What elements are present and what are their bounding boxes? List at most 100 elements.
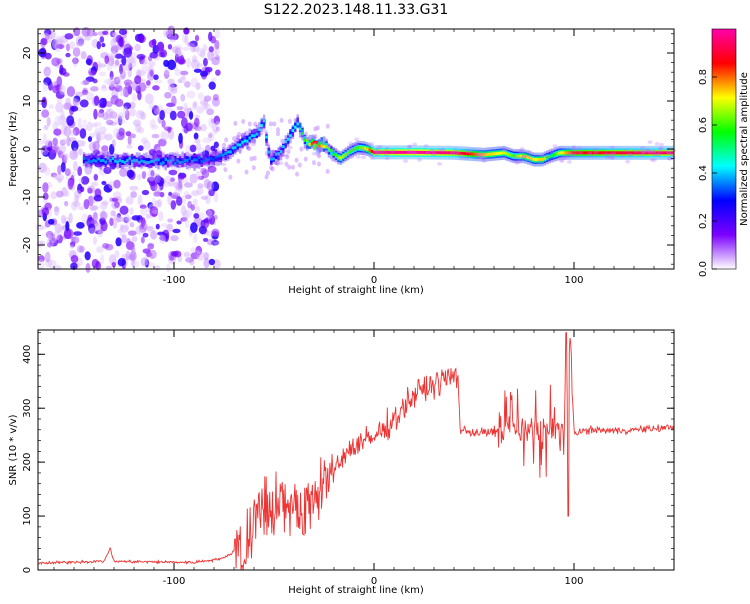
trace-cell (400, 151, 402, 154)
trace-haze-cell (307, 138, 312, 142)
noise-cell (192, 102, 197, 111)
noise-cell (64, 153, 69, 161)
noise-cell (208, 32, 212, 42)
trace-haze-cell (270, 151, 275, 155)
noise-cell (167, 60, 176, 71)
noise-cell (68, 213, 72, 224)
trace-haze-cell (278, 161, 283, 165)
noise-cell (89, 228, 96, 234)
noise-cell (115, 237, 121, 246)
trace-cell (664, 151, 666, 154)
trace-haze-cell (478, 155, 483, 159)
trace-haze-cell (403, 159, 408, 163)
noise-cell (149, 102, 155, 110)
trace-haze-cell (266, 147, 271, 151)
noise-cell (146, 213, 152, 218)
noise-cell (70, 41, 75, 49)
trace-cell (265, 136, 267, 139)
noise-cell (45, 141, 52, 147)
noise-cell (298, 163, 302, 168)
noise-cell (150, 125, 158, 130)
trace-haze-cell (369, 142, 374, 146)
trace-haze-cell (425, 151, 430, 155)
noise-cell (74, 190, 82, 198)
trace-cell (496, 152, 498, 155)
noise-cell (196, 251, 204, 261)
trace-haze-cell (284, 154, 289, 158)
noise-cell (193, 233, 197, 243)
noise-cell (92, 259, 99, 268)
trace-haze-cell (153, 162, 158, 166)
trace-haze-cell (105, 167, 110, 171)
spectrogram-y-tick-label: -10 (22, 189, 33, 205)
noise-cell (158, 211, 163, 221)
trace-cell (160, 162, 162, 165)
noise-cell (91, 220, 97, 224)
noise-cell (191, 77, 198, 87)
trace-cell (201, 160, 203, 163)
noise-cell (295, 158, 299, 163)
noise-cell (45, 167, 51, 176)
noise-cell (154, 108, 160, 115)
noise-cell (93, 236, 97, 245)
trace-haze-cell (644, 148, 649, 152)
trace-cell (556, 152, 558, 155)
trace-haze-cell (251, 143, 256, 147)
trace-haze-cell (314, 142, 319, 146)
noise-cell (99, 72, 106, 77)
noise-cell (73, 147, 77, 156)
noise-cell (100, 202, 108, 210)
noise-cell (150, 52, 158, 59)
noise-cell (317, 162, 321, 167)
trace-haze-cell (537, 160, 542, 164)
noise-cell (214, 142, 219, 148)
trace-haze-cell (310, 145, 315, 149)
noise-cell (288, 119, 292, 124)
noise-cell (177, 106, 184, 110)
trace-cell (493, 152, 495, 155)
trace-cell (289, 134, 291, 137)
trace-haze-cell (465, 150, 470, 154)
trace-haze-cell (412, 151, 417, 155)
trace-haze-cell (107, 156, 112, 160)
noise-cell (135, 44, 141, 52)
colorbar-tick-label: 0.0 (698, 261, 709, 277)
trace-haze-cell (610, 146, 615, 150)
noise-cell (181, 117, 188, 128)
noise-cell (195, 171, 201, 181)
noise-cell (84, 36, 91, 40)
trace-haze-cell (173, 158, 178, 162)
trace-cell (294, 126, 296, 129)
noise-cell (208, 133, 212, 138)
noise-cell (248, 121, 252, 126)
noise-cell (168, 44, 172, 50)
noise-cell (112, 139, 116, 147)
noise-cell (236, 159, 240, 164)
noise-cell (71, 201, 78, 211)
noise-cell (149, 69, 153, 76)
trace-haze-cell (323, 138, 328, 142)
trace-haze-cell (226, 154, 231, 158)
noise-cell (129, 207, 133, 215)
noise-cell (97, 231, 102, 238)
noise-cell (156, 224, 160, 230)
noise-cell (45, 70, 51, 76)
trace-cell (618, 151, 620, 154)
noise-cell (113, 191, 121, 199)
trace-cell (472, 153, 474, 156)
trace-haze-cell (258, 131, 263, 135)
noise-cell (143, 223, 148, 231)
noise-cell (65, 168, 71, 176)
noise-cell (142, 190, 149, 195)
trace-haze-cell (104, 152, 109, 156)
noise-cell (54, 206, 59, 212)
trace-haze-cell (255, 128, 260, 132)
noise-cell (79, 38, 83, 45)
noise-cell (65, 221, 69, 231)
noise-cell (137, 174, 142, 181)
trace-cell (340, 157, 342, 160)
trace-haze-cell (549, 149, 554, 153)
noise-cell (63, 126, 71, 137)
noise-cell (123, 215, 131, 225)
noise-cell (114, 201, 120, 208)
